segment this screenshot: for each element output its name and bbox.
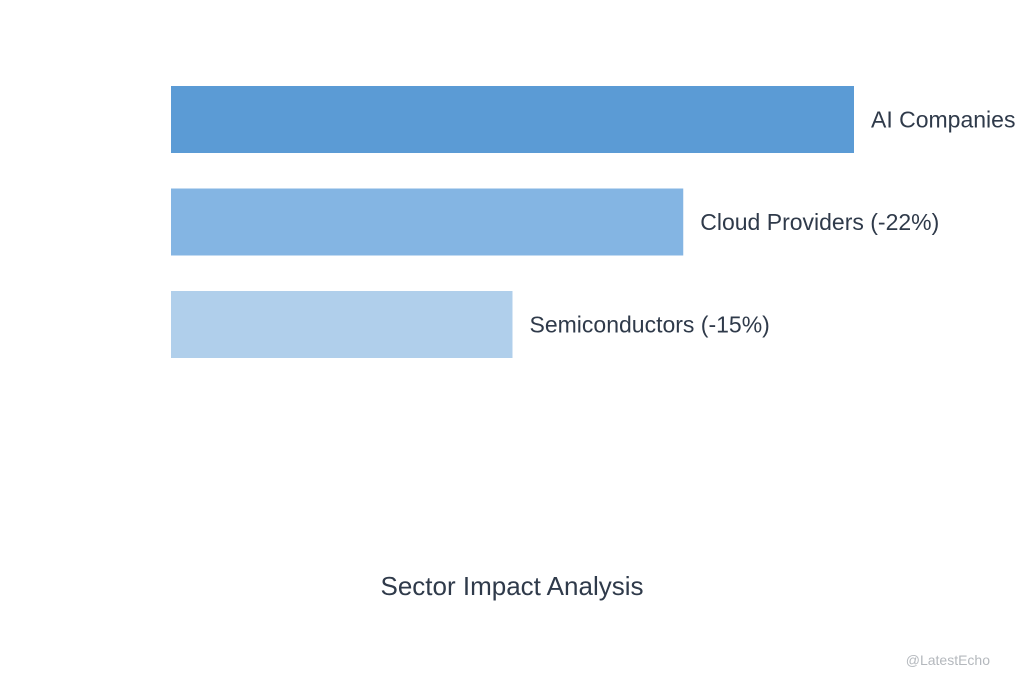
bar-2 (171, 291, 513, 358)
watermark: @LatestEcho (905, 652, 990, 668)
bar-label-2: Semiconductors (-15%) (530, 312, 770, 338)
bar-label-0: AI Companies (871, 107, 1015, 133)
bar-1 (171, 188, 684, 256)
bar-0 (171, 86, 854, 153)
bar-label-1: Cloud Providers (-22%) (700, 209, 939, 235)
chart-title: Sector Impact Analysis (380, 571, 644, 601)
